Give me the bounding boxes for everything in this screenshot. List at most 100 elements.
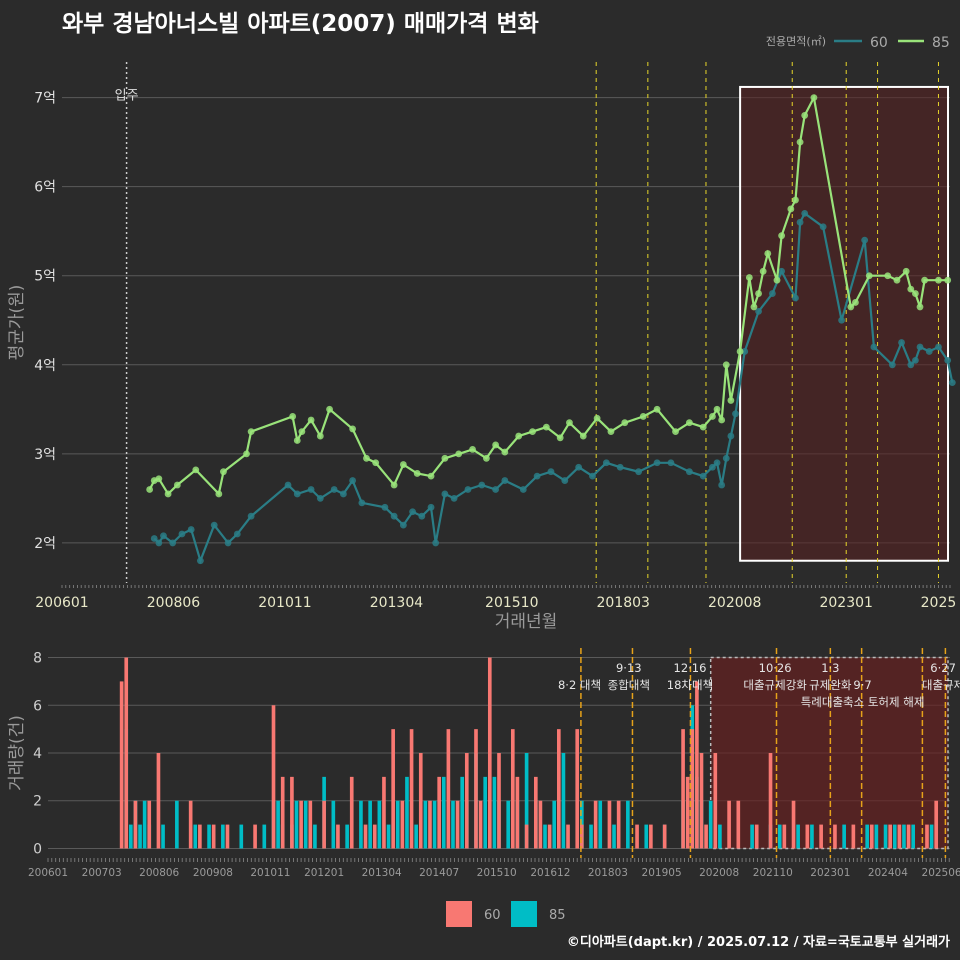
data-point-60 — [160, 532, 167, 540]
bar-60 — [754, 824, 759, 849]
data-point-60 — [912, 356, 919, 364]
data-point-60 — [916, 343, 924, 351]
bar-x-tick-label: 200703 — [82, 867, 122, 879]
data-point-60 — [427, 503, 435, 511]
bar-60 — [533, 776, 538, 849]
data-point-60 — [224, 539, 232, 547]
policy-label: 9·13 — [616, 661, 642, 675]
bar-85 — [626, 800, 630, 849]
data-point-85 — [399, 461, 407, 468]
bar-x-tick-label: 201905 — [642, 867, 682, 879]
bar-y-tick-label: 6 — [33, 698, 42, 714]
policy-label: 종합대책 — [608, 678, 650, 692]
bar-85 — [589, 824, 593, 849]
data-point-85 — [709, 413, 716, 420]
bar-60 — [593, 800, 598, 849]
data-point-60 — [155, 539, 163, 547]
data-point-85 — [902, 267, 910, 275]
bar-60 — [736, 800, 741, 849]
data-point-60 — [418, 512, 426, 520]
data-point-60 — [838, 316, 845, 324]
bar-60 — [198, 824, 202, 849]
bar-85 — [708, 800, 713, 849]
bar-x-tick-label: 202008 — [699, 867, 739, 879]
data-point-60 — [533, 472, 541, 480]
data-point-60 — [409, 508, 416, 516]
data-point-60 — [667, 459, 675, 467]
bar-60 — [538, 800, 543, 849]
bar-85 — [345, 824, 349, 849]
bar-60 — [400, 800, 405, 849]
data-point-60 — [732, 410, 739, 418]
data-point-60 — [349, 477, 357, 484]
bar-85 — [883, 824, 888, 849]
bar-60 — [253, 824, 257, 849]
bar-60 — [662, 824, 667, 849]
data-point-60 — [602, 459, 610, 467]
bar-60 — [478, 800, 483, 849]
bar-60 — [616, 800, 621, 849]
data-point-60 — [519, 486, 527, 493]
bar-85 — [359, 800, 363, 849]
bar-60 — [607, 800, 612, 849]
bar-85 — [777, 824, 782, 849]
data-point-60 — [464, 486, 472, 493]
data-point-60 — [150, 535, 158, 542]
data-point-60 — [801, 210, 809, 217]
bar-85 — [911, 824, 916, 849]
legend-label-60: 60 — [870, 35, 888, 51]
bar-85 — [842, 824, 846, 849]
y-tick-label: 7억 — [34, 91, 56, 107]
data-point-85 — [796, 138, 804, 146]
data-point-60 — [478, 481, 486, 489]
bar-60 — [685, 776, 690, 849]
data-point-85 — [220, 468, 227, 476]
bar-60 — [782, 824, 787, 849]
bar-60 — [681, 729, 685, 849]
bar-x-tick-label: 201510 — [477, 867, 517, 879]
bar-x-tick-label: 201407 — [419, 867, 459, 879]
data-point-60 — [722, 454, 730, 462]
bar-85 — [432, 800, 437, 849]
data-point-60 — [819, 223, 827, 231]
bar-85 — [142, 800, 147, 849]
policy-label: 12·16 — [674, 661, 707, 675]
data-point-85 — [718, 416, 726, 424]
bar-60 — [446, 729, 451, 849]
bar-60 — [428, 800, 432, 849]
bar-60 — [280, 776, 285, 849]
bar-60 — [225, 824, 230, 849]
data-point-60 — [796, 218, 804, 226]
data-point-85 — [289, 413, 297, 420]
policy-label: 특례대출축소 토허제 해제 — [801, 695, 925, 709]
x-minor-ticks — [61, 585, 951, 588]
bar-60 — [487, 657, 492, 849]
policy-label: 대출규제강화 — [743, 678, 807, 692]
policy-label: 18차대책 — [667, 678, 713, 692]
bar-y-tick-label: 2 — [33, 794, 42, 810]
bar-60 — [322, 800, 326, 849]
data-point-60 — [501, 477, 509, 484]
data-point-85 — [916, 303, 924, 311]
data-point-85 — [529, 428, 536, 435]
bar-60 — [635, 824, 639, 849]
bar-60 — [382, 776, 386, 849]
data-point-85 — [215, 490, 223, 498]
bar-x-tick-label: 201612 — [530, 867, 570, 879]
bar-60 — [791, 800, 796, 849]
data-point-85 — [556, 434, 564, 442]
data-point-60 — [925, 348, 933, 355]
data-point-85 — [810, 94, 818, 102]
bar-60 — [437, 776, 441, 849]
policy-label: 9·7 — [853, 678, 871, 692]
data-point-85 — [349, 425, 357, 433]
bar-85 — [262, 824, 267, 849]
data-point-60 — [948, 379, 956, 387]
bar-60 — [690, 729, 695, 849]
data-point-85 — [579, 432, 587, 440]
data-point-85 — [566, 419, 573, 427]
data-point-85 — [912, 290, 919, 297]
data-point-60 — [399, 521, 407, 529]
bar-60 — [713, 753, 718, 849]
data-point-60 — [718, 481, 726, 489]
